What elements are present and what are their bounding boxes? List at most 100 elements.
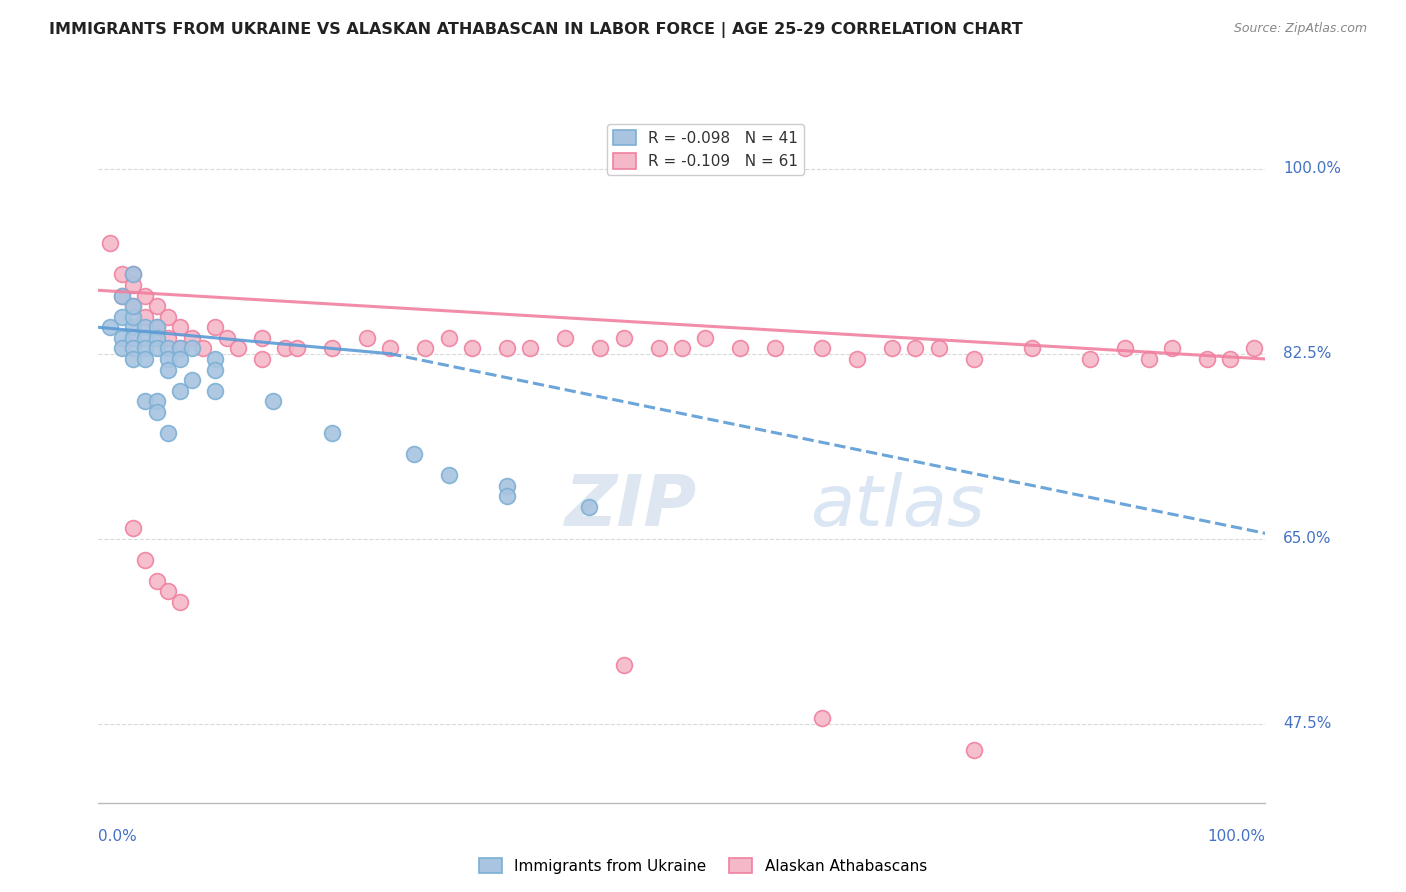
Point <box>180 342 202 356</box>
Point <box>122 299 145 313</box>
Point <box>380 342 402 356</box>
Point <box>647 342 669 356</box>
Point <box>612 658 634 673</box>
Point <box>1161 342 1184 356</box>
Point <box>169 342 191 356</box>
Point <box>157 331 180 345</box>
Point <box>228 342 250 356</box>
Point <box>250 331 273 345</box>
Point <box>437 468 460 483</box>
Point <box>180 373 202 387</box>
Point <box>285 342 308 356</box>
Point <box>146 320 169 334</box>
Point <box>321 425 343 440</box>
Point <box>122 299 145 313</box>
Text: 47.5%: 47.5% <box>1282 716 1331 731</box>
Point <box>122 278 145 293</box>
Point <box>169 595 191 609</box>
Point <box>169 342 191 356</box>
Point <box>763 342 786 356</box>
Point <box>122 310 145 324</box>
Point <box>437 331 460 345</box>
Point <box>146 394 169 409</box>
Text: ZIP: ZIP <box>565 473 697 541</box>
Point <box>1197 351 1219 366</box>
Point <box>146 299 169 313</box>
Point <box>169 320 191 334</box>
Point <box>111 342 134 356</box>
Point <box>811 342 834 356</box>
Point <box>962 743 984 757</box>
Point <box>134 288 156 302</box>
Point <box>496 479 519 493</box>
Point <box>169 351 191 366</box>
Point <box>274 342 297 356</box>
Point <box>98 320 121 334</box>
Point <box>122 331 145 345</box>
Point <box>928 342 950 356</box>
Point <box>904 342 927 356</box>
Legend: R = -0.098   N = 41, R = -0.109   N = 61: R = -0.098 N = 41, R = -0.109 N = 61 <box>606 124 804 176</box>
Point <box>612 331 634 345</box>
Point <box>846 351 869 366</box>
Text: 82.5%: 82.5% <box>1282 346 1331 361</box>
Point <box>134 553 156 567</box>
Point <box>122 268 145 282</box>
Point <box>1021 342 1043 356</box>
Point <box>134 351 156 366</box>
Point <box>262 394 284 409</box>
Text: 100.0%: 100.0% <box>1282 161 1341 177</box>
Point <box>146 574 169 588</box>
Point <box>671 342 693 356</box>
Point <box>157 362 180 376</box>
Point <box>496 342 519 356</box>
Point <box>356 331 378 345</box>
Point <box>589 342 612 356</box>
Point <box>811 711 834 725</box>
Point <box>134 394 156 409</box>
Point <box>134 310 156 324</box>
Point <box>122 320 145 334</box>
Point <box>1080 351 1102 366</box>
Point <box>146 320 169 334</box>
Point <box>519 342 541 356</box>
Point <box>250 351 273 366</box>
Point <box>122 521 145 535</box>
Point <box>730 342 752 356</box>
Point <box>321 342 343 356</box>
Point <box>413 342 436 356</box>
Text: 0.0%: 0.0% <box>98 830 138 844</box>
Point <box>1114 342 1136 356</box>
Point <box>496 489 519 503</box>
Text: IMMIGRANTS FROM UKRAINE VS ALASKAN ATHABASCAN IN LABOR FORCE | AGE 25-29 CORRELA: IMMIGRANTS FROM UKRAINE VS ALASKAN ATHAB… <box>49 22 1024 38</box>
Point <box>169 384 191 398</box>
Point <box>204 362 226 376</box>
Point <box>146 342 169 356</box>
Point <box>146 331 169 345</box>
Point <box>157 351 180 366</box>
Text: 100.0%: 100.0% <box>1208 830 1265 844</box>
Legend: Immigrants from Ukraine, Alaskan Athabascans: Immigrants from Ukraine, Alaskan Athabas… <box>472 852 934 880</box>
Point <box>122 351 145 366</box>
Point <box>111 331 134 345</box>
Point <box>204 320 226 334</box>
Point <box>695 331 717 345</box>
Point <box>1219 351 1241 366</box>
Point <box>134 342 156 356</box>
Point <box>1137 351 1160 366</box>
Point <box>880 342 903 356</box>
Point <box>193 342 215 356</box>
Point <box>180 331 202 345</box>
Point <box>157 584 180 599</box>
Point <box>98 235 121 250</box>
Point <box>157 425 180 440</box>
Point <box>111 288 134 302</box>
Point <box>962 351 984 366</box>
Point <box>111 268 134 282</box>
Point <box>554 331 576 345</box>
Point <box>146 405 169 419</box>
Point <box>122 268 145 282</box>
Point <box>134 320 156 334</box>
Point <box>402 447 425 461</box>
Point <box>215 331 238 345</box>
